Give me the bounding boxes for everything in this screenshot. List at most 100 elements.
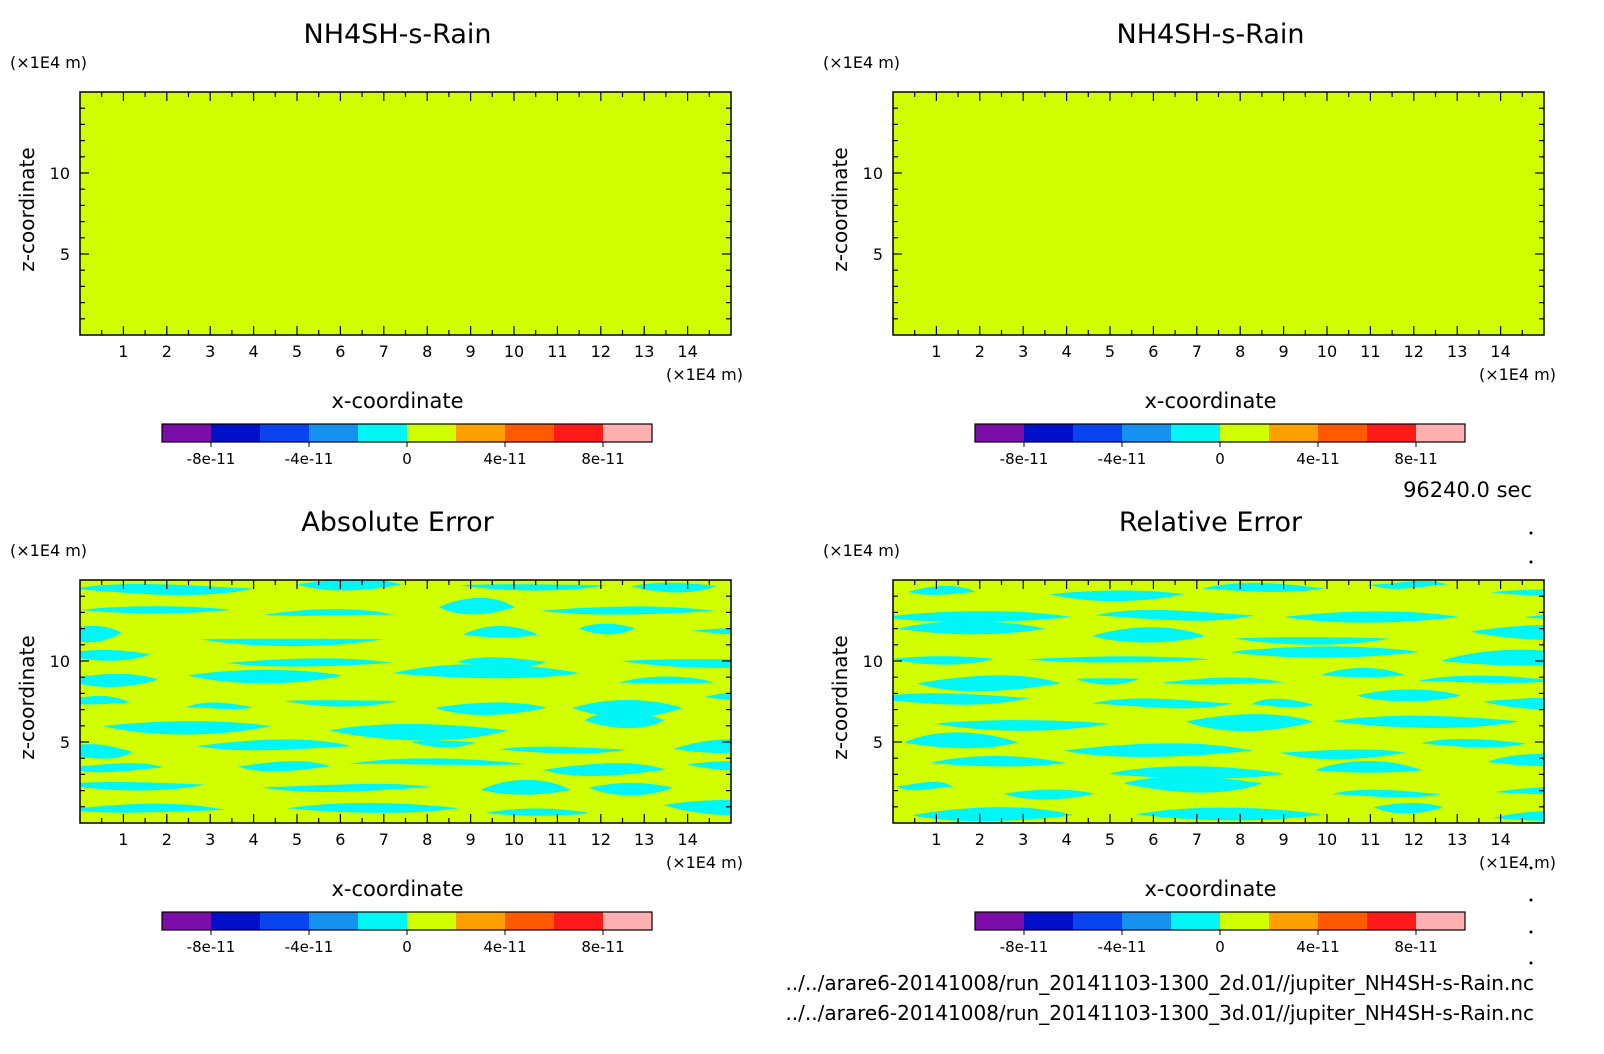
anomaly-band [1470, 624, 1544, 640]
x-tick-label: 1 [931, 830, 941, 849]
chart-title: NH4SH-s-Rain [1117, 19, 1305, 50]
x-tick-label: 8 [1235, 342, 1245, 361]
colorbar-swatch [407, 912, 456, 930]
colorbar-swatch [1220, 424, 1269, 442]
x-tick-label: 2 [975, 830, 985, 849]
colorbar-tick-label: 4e-11 [1296, 450, 1339, 468]
y-tick-label: 10 [863, 164, 883, 183]
anomaly-band [673, 739, 731, 754]
x-tick-label: 4 [249, 830, 259, 849]
anomaly-bands [893, 581, 1544, 822]
colorbar-tick-label: 4e-11 [483, 450, 526, 468]
colorbar-swatch [1122, 912, 1171, 930]
x-tick-label: 11 [547, 342, 567, 361]
y-axis-label: z-coordinate [15, 635, 39, 759]
colorbar-tick-label: -8e-11 [1000, 450, 1049, 468]
x-tick-label: 14 [1490, 830, 1510, 849]
anomaly-band [1331, 715, 1520, 729]
anomaly-band [438, 597, 515, 615]
x-tick-label: 10 [504, 342, 524, 361]
x-tick-label: 14 [677, 342, 697, 361]
x-tick-label: 7 [1192, 830, 1202, 849]
x-tick-label: 1 [118, 830, 128, 849]
colorbar-swatch [211, 912, 260, 930]
margin-dot [1529, 961, 1533, 965]
anomaly-band [80, 744, 133, 759]
x-tick-label: 5 [1105, 342, 1115, 361]
colorbar-swatch [1073, 424, 1122, 442]
x-unit-label: (×1E4 m) [666, 853, 743, 872]
y-unit-label: (×1E4 m) [823, 53, 900, 72]
chart-title: Absolute Error [301, 507, 494, 538]
anomaly-band [1185, 714, 1314, 732]
colorbar-tick-label: 4e-11 [483, 938, 526, 956]
anomaly-band [893, 656, 995, 665]
colorbar-swatch [407, 424, 456, 442]
y-axis-label: z-coordinate [828, 635, 852, 759]
y-unit-label: (×1E4 m) [10, 53, 87, 72]
x-tick-label: 4 [1062, 830, 1072, 849]
x-tick-label: 14 [1490, 342, 1510, 361]
colorbar-swatch [505, 424, 554, 442]
x-tick-label: 14 [677, 830, 697, 849]
y-tick-label: 10 [863, 652, 883, 671]
x-tick-label: 6 [335, 342, 345, 361]
panels: NH4SH-s-Rain(×1E4 m)1 2 3 4 5 6 7 8 9 10 11 12 13 145… [10, 19, 1556, 956]
anomaly-band [1107, 766, 1284, 779]
colorbar-swatch [358, 912, 407, 930]
colorbar-swatch [505, 912, 554, 930]
x-tick-label: 13 [634, 830, 654, 849]
margin-dot [1529, 866, 1533, 870]
anomaly-band [729, 790, 731, 792]
anomaly-band [1229, 646, 1420, 658]
anomaly-band [1049, 590, 1184, 602]
anomaly-band [1331, 789, 1441, 798]
anomaly-band [463, 625, 538, 638]
colorbar-swatch [456, 912, 505, 930]
colorbar-swatch [1416, 912, 1465, 930]
y-tick-label: 10 [50, 652, 70, 671]
anomaly-band [1418, 675, 1544, 683]
x-axis-label: x-coordinate [1144, 877, 1276, 901]
chart-title: Relative Error [1119, 507, 1303, 538]
x-tick-label: 10 [1317, 342, 1337, 361]
chart-panel-1: NH4SH-s-Rain(×1E4 m)1 2 3 4 5 6 7 8 9 10 11 12 13 145… [10, 19, 743, 468]
margin-dot [1529, 898, 1533, 902]
margin-dot [1529, 531, 1533, 535]
colorbar-swatch [975, 424, 1024, 442]
file-path-2d: ../../arare6-20141008/run_20141103-1300_… [785, 971, 1534, 995]
anomaly-band [1370, 581, 1447, 589]
colorbar-swatch [1220, 912, 1269, 930]
anomaly-band [1135, 807, 1322, 821]
x-tick-label: 13 [1447, 830, 1467, 849]
anomaly-band [898, 621, 1045, 635]
anomaly-bands [80, 580, 731, 816]
colorbar-swatch [1367, 424, 1416, 442]
anomaly-band [80, 695, 130, 705]
colorbar-swatch [260, 912, 309, 930]
anomaly-band [1482, 697, 1544, 710]
anomaly-band [584, 711, 665, 729]
anomaly-band [1076, 678, 1140, 685]
x-tick-label: 1 [931, 342, 941, 361]
x-tick-label: 3 [205, 342, 215, 361]
colorbar-swatch [162, 424, 211, 442]
colorbar-tick-label: 8e-11 [581, 450, 624, 468]
anomaly-band [1314, 760, 1423, 773]
anomaly-band [260, 783, 433, 793]
anomaly-band [542, 763, 667, 777]
y-tick-label: 5 [60, 245, 70, 264]
colorbar-swatch [1171, 912, 1220, 930]
anomaly-band [930, 755, 1066, 767]
y-axis-label: z-coordinate [828, 147, 852, 271]
colorbar-tick-label: 8e-11 [1394, 938, 1437, 956]
margin-dots [1529, 531, 1533, 965]
x-tick-label: 2 [162, 342, 172, 361]
anomaly-band [480, 779, 571, 795]
x-tick-label: 11 [1360, 830, 1380, 849]
anomaly-band [102, 721, 272, 735]
x-unit-label: (×1E4 m) [1479, 365, 1556, 384]
x-tick-label: 11 [547, 830, 567, 849]
colorbar-swatch [603, 912, 652, 930]
x-axis-label: x-coordinate [331, 877, 463, 901]
